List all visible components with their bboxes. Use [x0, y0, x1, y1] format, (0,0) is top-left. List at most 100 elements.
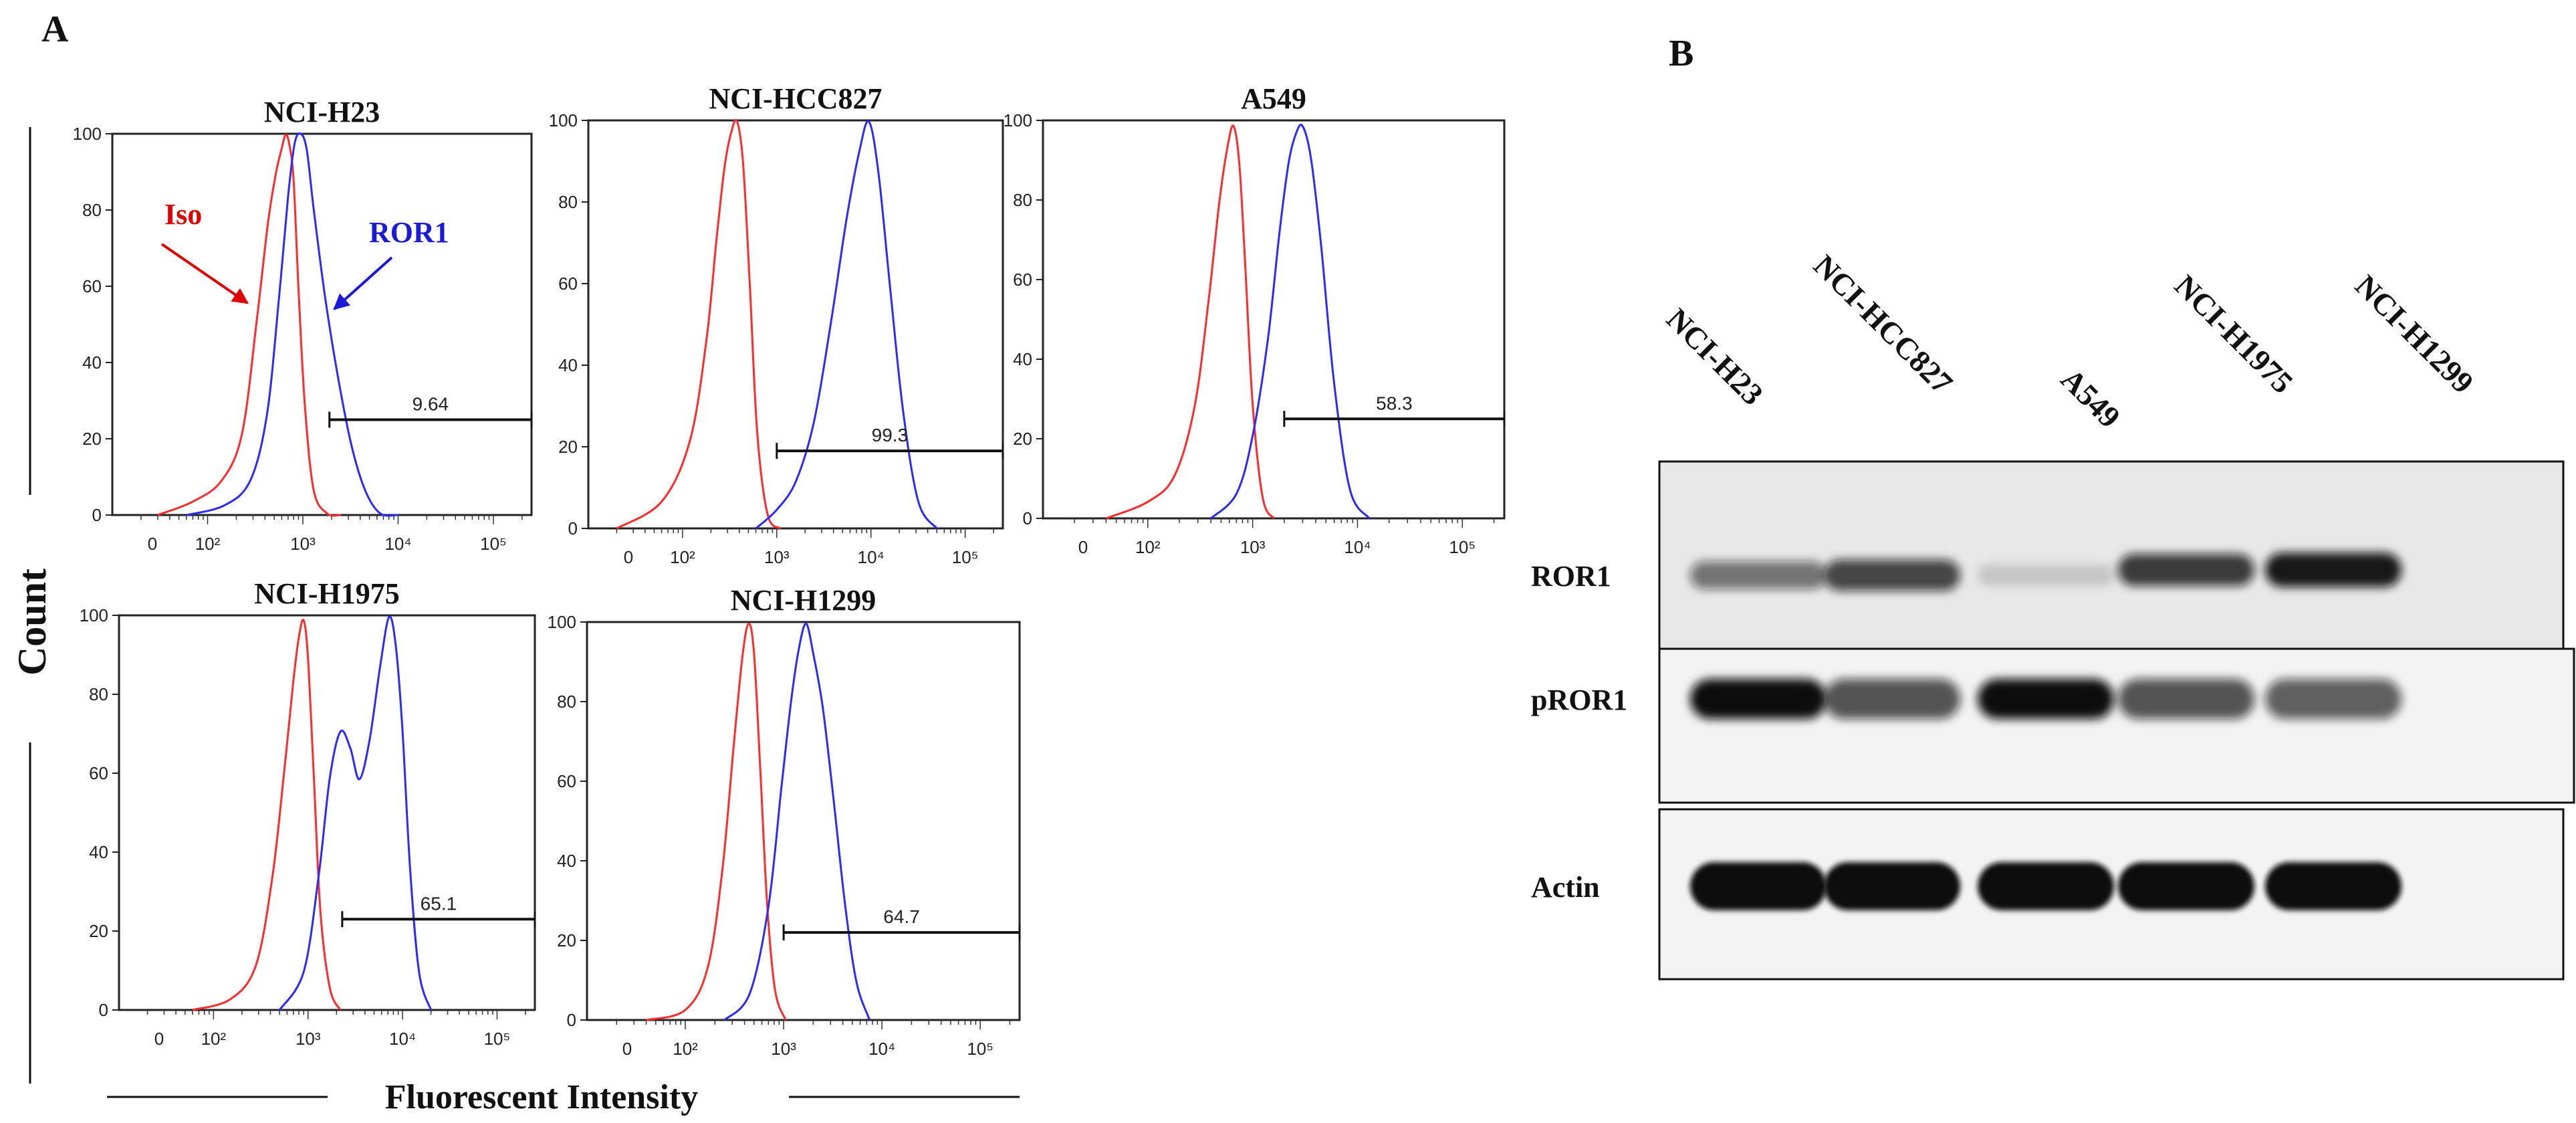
x-tick-label: 10³ [771, 1039, 796, 1059]
lane-label-nci-h23: NCI-H23 [1660, 302, 1770, 411]
x-tick-label: 10³ [290, 534, 316, 554]
band [1824, 862, 1960, 910]
plot-frame [586, 621, 1021, 1021]
blot-ror1: ROR1 [1531, 460, 2565, 650]
x-tick-label: 10³ [1240, 537, 1266, 557]
band [2265, 679, 2402, 719]
band [1824, 679, 1960, 719]
western-blots: ROR1 pROR1 Actin [1531, 460, 2575, 981]
blot-membrane [1658, 647, 2575, 804]
series-line-ror1 [278, 615, 433, 1011]
band [1690, 679, 1827, 719]
gate-percentage: 9.64 [413, 394, 449, 415]
y-tick-label: 40 [1013, 349, 1032, 369]
x-tick-label: 10⁵ [952, 547, 979, 567]
plot-frame [587, 119, 1004, 530]
y-tick-label: 100 [80, 605, 108, 625]
y-tick-label: 40 [558, 355, 578, 375]
series-line-iso [616, 118, 782, 530]
blot-label-pror1: pROR1 [1531, 684, 1627, 716]
y-tick-label: 20 [82, 429, 102, 449]
x-tick-label: 10⁴ [868, 1039, 895, 1059]
y-tick-label: 100 [73, 124, 102, 144]
histogram-title: NCI-HCC827 [709, 82, 882, 115]
band [2118, 554, 2254, 586]
x-tick-label: 10⁵ [967, 1039, 993, 1059]
band [1690, 862, 1827, 910]
x-tick-label: 0 [1078, 537, 1088, 557]
x-tick-label: 10⁵ [480, 534, 507, 554]
y-tick-label: 80 [1013, 190, 1032, 210]
lane-label-a549: A549 [2055, 362, 2127, 434]
ror1-annotation-label: ROR1 [369, 216, 449, 249]
plot-frame [118, 614, 536, 1011]
y-tick-label: 20 [557, 930, 576, 950]
gate-percentage: 58.3 [1376, 393, 1413, 413]
x-tick-label: 0 [148, 534, 157, 554]
x-tick-label: 0 [154, 1029, 164, 1049]
panel-b-label: B [1669, 33, 1693, 74]
plot-frame [1042, 119, 1506, 520]
y-tick-label: 0 [92, 505, 102, 525]
panel-b: B NCI-H23 NCI-HCC827 A549 NCI-H1975 NCI-H129… [1531, 33, 2575, 981]
band [1824, 559, 1960, 591]
y-tick-label: 40 [82, 352, 102, 373]
blot-membrane [1658, 460, 2565, 650]
panel-a: A Count Fluorescent Intensity NCI-H23 0 20… [10, 9, 1506, 1116]
x-tick-label: 10⁴ [389, 1029, 416, 1049]
y-tick-label: 20 [89, 921, 108, 941]
histogram-nci-h23: NCI-H23 0 20 40 60 80 100 0 10² 10³ 10⁴ 10⁵ 9.64 [73, 96, 533, 554]
band [2265, 862, 2402, 910]
series-line-ror1 [186, 132, 398, 517]
x-tick-label: 0 [622, 1039, 632, 1059]
y-tick-label: 20 [1013, 429, 1032, 449]
x-tick-label: 10³ [764, 547, 790, 567]
band [1978, 679, 2114, 719]
gate-percentage: 65.1 [421, 893, 457, 914]
panel-a-label: A [41, 9, 69, 50]
band [1978, 862, 2114, 910]
x-tick-label: 10³ [296, 1029, 321, 1049]
histogram-nci-hcc827: NCI-HCC827 0 20 40 60 80 100 0 10² 10³ 10⁴ 10⁵ 99.3 [549, 82, 1004, 567]
histogram-title: NCI-H23 [264, 96, 380, 128]
lane-label-nci-h1299: NCI-H1299 [2349, 268, 2480, 400]
y-axis-label: Count [10, 569, 54, 676]
y-tick-label: 80 [557, 692, 576, 712]
band [1690, 561, 1827, 589]
lane-labels: NCI-H23 NCI-HCC827 A549 NCI-H1975 NCI-H1299 [1660, 248, 2480, 434]
iso-annotation-label: Iso [164, 198, 202, 231]
y-tick-label: 80 [89, 684, 108, 704]
y-tick-label: 80 [82, 200, 102, 220]
y-tick-label: 40 [557, 851, 576, 871]
y-tick-label: 0 [567, 1010, 576, 1030]
x-tick-label: 10² [670, 547, 695, 567]
histogram-title: NCI-H1299 [731, 584, 876, 617]
plot-frame [111, 132, 533, 516]
y-tick-label: 100 [548, 612, 576, 632]
band [2118, 862, 2254, 910]
iso-annotation-arrow [160, 243, 249, 304]
lane-label-nci-h1975: NCI-H1975 [2168, 268, 2300, 400]
y-tick-label: 100 [1004, 110, 1032, 130]
y-tick-label: 60 [1013, 270, 1032, 290]
y-tick-label: 60 [558, 274, 578, 294]
y-tick-label: 40 [89, 842, 108, 862]
x-tick-label: 10⁵ [484, 1029, 511, 1049]
y-tick-label: 0 [568, 518, 578, 538]
series-line-iso [646, 623, 787, 1021]
histogram-nci-h1299: NCI-H1299 0 20 40 60 80 100 0 10² 10³ 10⁴ 10⁵ 64.7 [548, 584, 1021, 1059]
x-tick-label: 10² [195, 534, 221, 554]
x-tick-label: 10² [673, 1039, 698, 1059]
blot-label-ror1: ROR1 [1531, 560, 1611, 593]
y-tick-label: 100 [549, 110, 578, 130]
histogram-title: A549 [1241, 82, 1306, 115]
x-tick-label: 10⁴ [1344, 537, 1371, 557]
gate-percentage: 99.3 [872, 425, 909, 445]
series-line-ror1 [755, 120, 938, 530]
series-line-ror1 [1210, 124, 1371, 520]
x-axis-label: Fluorescent Intensity [385, 1078, 698, 1116]
lane-label-nci-hcc827: NCI-HCC827 [1807, 248, 1960, 401]
blot-label-actin: Actin [1531, 871, 1600, 904]
blot-actin: Actin [1531, 808, 2565, 981]
